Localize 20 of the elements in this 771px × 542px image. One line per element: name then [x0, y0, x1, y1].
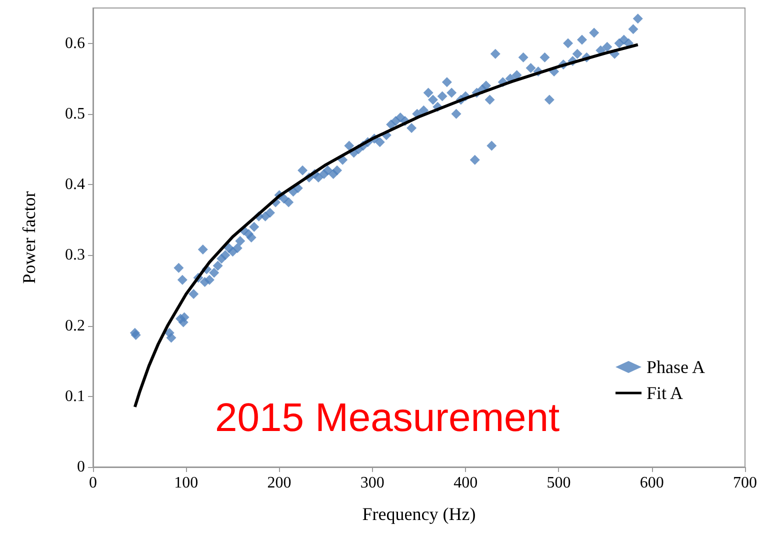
annotation: 2015 Measurement — [215, 396, 560, 440]
x-tick-label: 700 — [733, 474, 757, 492]
x-tick-label: 300 — [360, 474, 384, 492]
x-tick-label: 400 — [454, 474, 478, 492]
y-tick-label: 0.3 — [65, 246, 85, 264]
x-tick-label: 100 — [174, 474, 198, 492]
y-tick-label: 0.6 — [65, 34, 85, 52]
x-tick-label: 600 — [640, 474, 664, 492]
y-tick-label: 0.5 — [65, 105, 85, 122]
y-tick-label: 0.4 — [65, 176, 85, 194]
y-tick-label: 0.1 — [65, 388, 85, 405]
y-tick-label: 0.2 — [65, 317, 85, 334]
legend-label: Fit A — [646, 383, 684, 403]
legend-label: Phase A — [646, 357, 706, 377]
y-axis-title: Power factor — [19, 191, 39, 284]
y-tick-label: 0 — [77, 458, 85, 476]
x-tick-label: 200 — [267, 474, 292, 492]
x-axis-title: Frequency (Hz) — [362, 504, 476, 524]
x-tick-label: 0 — [89, 474, 97, 492]
x-tick-label: 500 — [546, 474, 571, 492]
